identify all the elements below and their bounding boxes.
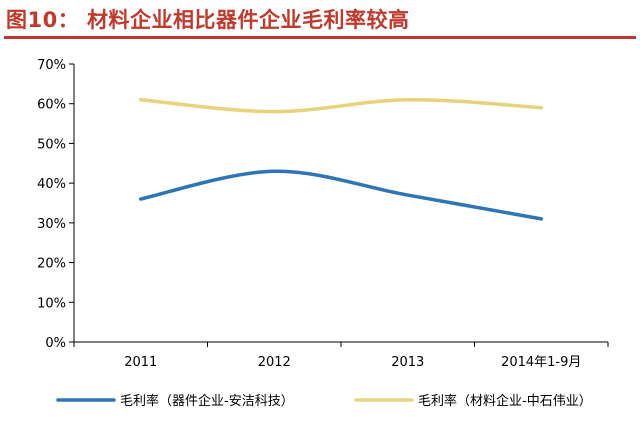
- x-axis-tick-labels: 2011 2012 2013 2014年1-9月: [124, 355, 581, 370]
- x-tick-label: 2014年1-9月: [501, 355, 581, 370]
- x-tick-label: 2012: [258, 355, 291, 370]
- x-tick-label: 2013: [391, 355, 424, 370]
- y-tick-label: 40%: [37, 177, 66, 192]
- y-tick-label: 0%: [45, 336, 66, 351]
- y-tick-label: 60%: [37, 98, 66, 113]
- y-tick-label: 20%: [37, 257, 66, 272]
- y-tick-label: 10%: [37, 296, 66, 311]
- x-tick-label: 2011: [124, 355, 157, 370]
- y-tick-label: 50%: [37, 137, 66, 152]
- series-line-1: [139, 169, 543, 221]
- legend-label-1: 毛利率（器件企业-安洁科技）: [120, 393, 294, 409]
- axes: [69, 63, 609, 347]
- title-rule: [4, 36, 636, 39]
- series-line-2: [139, 97, 543, 114]
- y-tick-label: 70%: [37, 58, 66, 73]
- y-axis-tick-labels: 0% 10% 20% 30% 40% 50% 60% 70%: [37, 58, 66, 351]
- legend: 毛利率（器件企业-安洁科技） 毛利率（材料企业-中石伟业）: [56, 393, 592, 409]
- y-tick-label: 30%: [37, 217, 66, 232]
- series-lines: [139, 97, 543, 221]
- chart-title: 图10： 材料企业相比器件企业毛利率较高: [6, 8, 410, 32]
- legend-label-2: 毛利率（材料企业-中石伟业）: [418, 393, 592, 409]
